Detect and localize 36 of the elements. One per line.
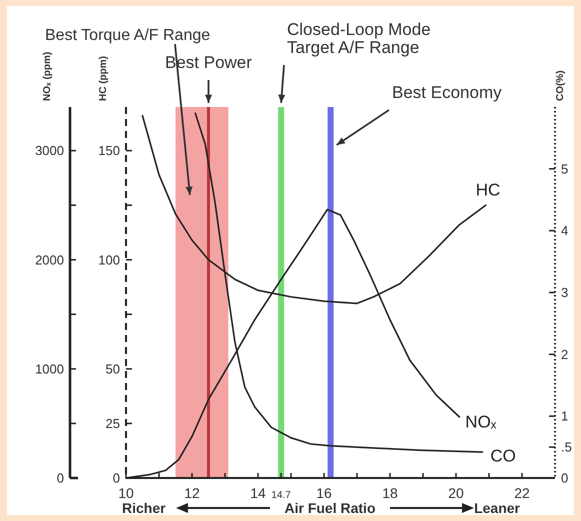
text: Leaner bbox=[474, 500, 521, 516]
y3-tick-label: 2 bbox=[561, 346, 568, 362]
ref-line-label: Best Economy bbox=[392, 83, 502, 102]
y-tick-label: 1000 bbox=[35, 361, 64, 376]
x-tick-label: 18 bbox=[382, 485, 398, 501]
x-tick-label: 10 bbox=[118, 485, 134, 501]
x-tick-label: 14 bbox=[250, 485, 266, 501]
y2-tick-label: 150 bbox=[98, 143, 120, 158]
series-label: CO bbox=[490, 446, 516, 466]
y-tick-label: 2000 bbox=[35, 252, 64, 268]
y3-tick-label: 3 bbox=[561, 285, 568, 300]
y2-tick-label: 25 bbox=[106, 416, 120, 431]
y3-tick-label: 5 bbox=[561, 161, 568, 176]
text: Richer bbox=[122, 500, 166, 516]
x-tick-label: 20 bbox=[448, 485, 464, 501]
x-axis-title: Air Fuel Ratio bbox=[284, 500, 376, 516]
y-tick-label: 3000 bbox=[35, 143, 64, 158]
series-label: NOₓ bbox=[465, 412, 497, 432]
y3-tick-label: 1 bbox=[561, 408, 568, 424]
y-tick-label: 0 bbox=[56, 470, 64, 486]
y3-tick-label: 0 bbox=[561, 470, 568, 486]
x-tick-label: 22 bbox=[514, 485, 530, 501]
x-tick-label: 16 bbox=[316, 485, 332, 501]
x-tick-label: 12 bbox=[184, 485, 200, 501]
y3-tick-label: 4 bbox=[561, 223, 568, 238]
band-label: Best Torque A/F Range bbox=[45, 27, 210, 44]
series-label: HC bbox=[476, 180, 500, 200]
y-axis-title: NOₓ (ppm) bbox=[42, 52, 53, 101]
x-tick-label: 14.7 bbox=[271, 490, 292, 501]
ref-line-label: Closed-Loop Mode Target A/F Range bbox=[287, 20, 431, 57]
y3-axis-title: CO(%) bbox=[555, 70, 566, 101]
y2-tick-label: 50 bbox=[106, 361, 120, 376]
y2-axis-title: HC (ppm) bbox=[98, 56, 109, 101]
y3-tick-label: .5 bbox=[561, 440, 572, 455]
y2-tick-label: 0 bbox=[112, 470, 120, 486]
y2-tick-label: 100 bbox=[98, 252, 120, 268]
